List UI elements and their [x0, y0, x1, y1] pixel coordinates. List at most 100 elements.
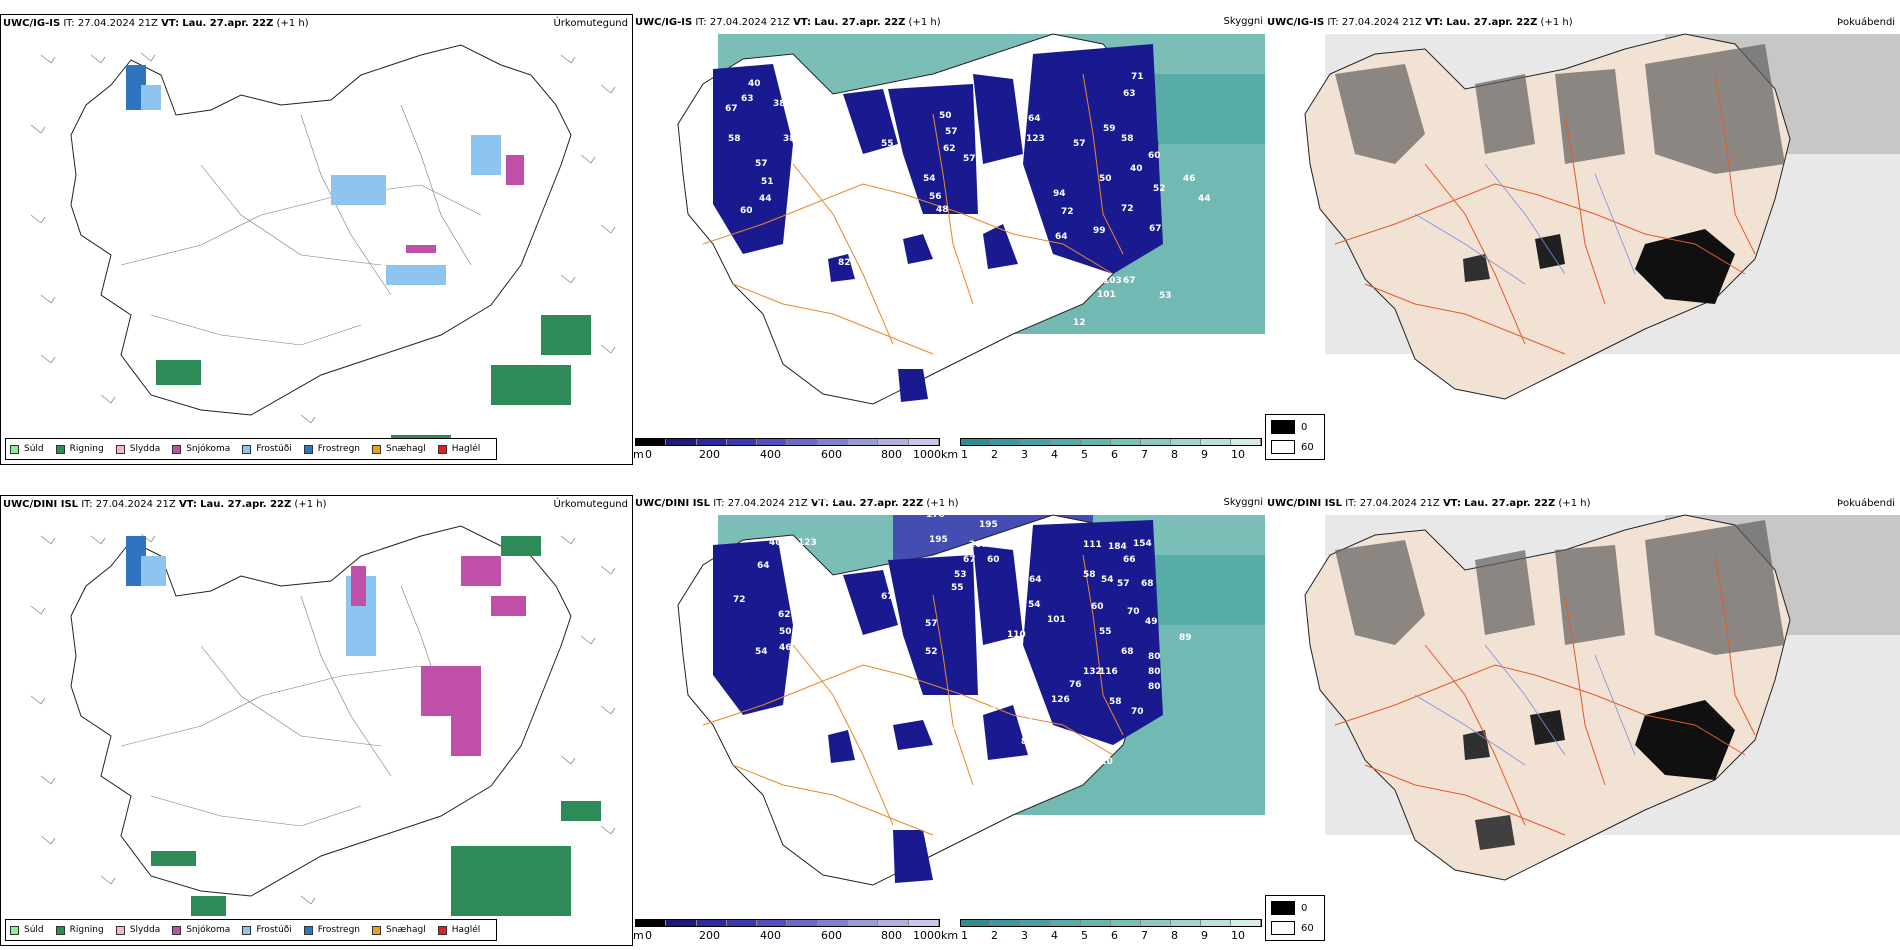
panel-header: UWC/DINI ISL IT: 27.04.2024 21Z VT: Lau.…	[3, 499, 327, 510]
ceiling-label: 54	[923, 174, 936, 184]
ceiling-tick: 400	[760, 448, 781, 461]
ceiling-colorbar	[635, 919, 940, 927]
ceiling-label: 70	[1127, 607, 1140, 617]
ceiling-label: 103	[1103, 276, 1122, 286]
ceiling-label: 40	[769, 538, 782, 548]
ceiling-tick: 800	[881, 929, 902, 942]
legend-swatch	[172, 444, 182, 454]
ceiling-label: 125	[1059, 777, 1078, 787]
ceiling-label: 91	[959, 790, 972, 800]
ceiling-label: 48	[936, 205, 949, 215]
ceiling-label: 40	[748, 79, 761, 89]
precip-map[interactable]	[1, 496, 633, 946]
ceiling-label: 87	[1018, 279, 1031, 289]
ceiling-tick: 0	[645, 929, 652, 942]
panel-header: UWC/DINI ISL IT: 27.04.2024 21Z VT: Lau.…	[635, 498, 959, 509]
legend-swatch	[372, 444, 382, 454]
fog-legend-row: 60	[1271, 440, 1314, 454]
fog-indicator-panel-1: UWC/IG-IS IT: 27.04.2024 21Z VT: Lau. 27…	[1265, 14, 1900, 465]
ceiling-label: 132	[1083, 667, 1102, 677]
ceiling-label: 64	[1055, 232, 1068, 242]
ceiling-label: 105	[1005, 647, 1024, 657]
ceiling-label: 49	[1145, 617, 1158, 627]
low-ceiling-areas	[713, 44, 1163, 402]
iceland-outline	[70, 44, 572, 416]
fog-map[interactable]	[1265, 14, 1900, 465]
ceiling-label: 72	[1061, 207, 1074, 217]
visibility-tick: 2	[991, 448, 998, 461]
ceiling-label: 52	[925, 647, 938, 657]
ceiling-label: 66	[1123, 555, 1136, 565]
ceiling-label: 64	[955, 264, 968, 274]
ceiling-label: 53	[954, 570, 967, 580]
legend-swatch	[115, 925, 125, 935]
panel-title: Úrkomutegund	[553, 18, 628, 29]
visibility-tick: 9	[1201, 448, 1208, 461]
legend-item-sudl: Súld	[10, 925, 44, 935]
legend-item-frostudi: Frostúði	[242, 444, 292, 454]
visibility-tick: 8	[1171, 448, 1178, 461]
precip-areas	[126, 65, 591, 460]
fog-shading	[1335, 520, 1785, 655]
precip-map[interactable]	[1, 15, 633, 465]
ceiling-label: 68	[1141, 579, 1154, 589]
legend-item-frostregn: Frostregn	[303, 444, 360, 454]
ceiling-label: 195	[929, 535, 948, 545]
fog-swatch	[1271, 921, 1295, 935]
panel-title: Þokuábendi	[1837, 17, 1896, 28]
ceiling-label: 55	[881, 139, 894, 149]
ceiling-label: 44	[759, 194, 772, 204]
legend-item-haglel: Haglél	[437, 925, 480, 935]
ceiling-label: 81	[1021, 737, 1034, 747]
dense-fog-area	[1463, 254, 1490, 282]
ceiling-label: 58	[728, 134, 741, 144]
ceiling-label: 982	[816, 497, 835, 507]
visibility-tick: 10	[1231, 929, 1245, 942]
ceiling-label: 94	[990, 702, 1003, 712]
fog-map[interactable]	[1265, 495, 1900, 946]
road-network	[120, 104, 482, 346]
precip-areas	[126, 536, 601, 916]
ceiling-label: 101	[1047, 615, 1066, 625]
visibility-tick: 5	[1081, 448, 1088, 461]
ceiling-label: 57	[1073, 139, 1086, 149]
ceiling-label: 123	[798, 538, 817, 548]
ceiling-scale: m 0 200 400 600 800 1000 km 1 2 3 4 5 6 …	[633, 436, 1265, 465]
ceiling-label: 39	[808, 590, 821, 600]
ceiling-label: 72	[733, 595, 746, 605]
ceiling-label: 172	[1054, 275, 1073, 285]
ceiling-label: 50	[779, 627, 792, 637]
legend-item-rigning: Rigning	[55, 925, 104, 935]
panel-title: Skyggni	[1223, 497, 1263, 508]
visibility-tick: 7	[1141, 448, 1148, 461]
dense-fog-area	[1635, 229, 1735, 304]
ceiling-label: 58	[1083, 570, 1096, 580]
precip-legend: Súld Rigning Slydda Snjókoma Frostúði Fr…	[5, 919, 498, 941]
legend-swatch	[55, 925, 65, 935]
low-ceiling-areas	[713, 520, 1163, 883]
legend-item-slydda: Slydda	[115, 925, 160, 935]
visibility-map[interactable]	[633, 14, 1265, 465]
ceiling-label: 51	[761, 177, 774, 187]
legend-item-snaehagl: Snæhagl	[372, 444, 426, 454]
ceiling-label: 80	[791, 675, 804, 685]
ceiling-label: 57	[925, 619, 938, 629]
ceiling-label: 67	[1123, 276, 1136, 286]
visibility-map[interactable]	[633, 495, 1265, 946]
ceiling-label: 176	[926, 510, 945, 520]
panel-header: UWC/IG-IS IT: 27.04.2024 21Z VT: Lau. 27…	[3, 18, 309, 29]
ceiling-label: 60	[1148, 151, 1161, 161]
ceiling-colorbar	[635, 438, 940, 446]
visibility-colorbar	[960, 919, 1262, 927]
ceiling-tick: 200	[699, 929, 720, 942]
visibility-tick: 3	[1021, 929, 1028, 942]
road-network	[702, 554, 1124, 836]
ceiling-label: 70	[949, 727, 962, 737]
ceiling-tick: 400	[760, 929, 781, 942]
ceiling-tick: 1000	[913, 448, 941, 461]
ceiling-tick: 600	[821, 448, 842, 461]
visibility-tick: 8	[1171, 929, 1178, 942]
ceiling-label: 38	[783, 134, 796, 144]
panel-header: UWC/DINI ISL IT: 27.04.2024 21Z VT: Lau.…	[1267, 498, 1591, 509]
visibility-tick: 2	[991, 929, 998, 942]
